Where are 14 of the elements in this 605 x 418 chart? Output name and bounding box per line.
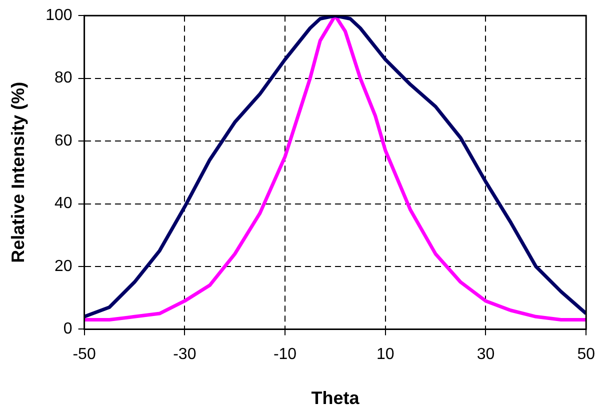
- y-axis-title: Relative Intensity (%): [8, 82, 28, 263]
- x-tick-label: 30: [476, 346, 495, 364]
- y-tick-label: 40: [54, 195, 72, 212]
- x-tick-label: -30: [173, 346, 196, 364]
- y-tick-label: 0: [63, 320, 72, 338]
- x-tick-label: 10: [376, 346, 394, 364]
- x-tick-label: 50: [577, 346, 596, 364]
- y-tick-label: 100: [46, 7, 72, 24]
- y-tick-label: 60: [54, 132, 72, 150]
- x-axis-title: Theta: [311, 388, 360, 408]
- y-tick-label: 20: [54, 258, 72, 275]
- y-tick-label: 80: [54, 70, 72, 87]
- x-tick-label: -10: [273, 346, 297, 364]
- x-tick-label: -50: [72, 346, 96, 364]
